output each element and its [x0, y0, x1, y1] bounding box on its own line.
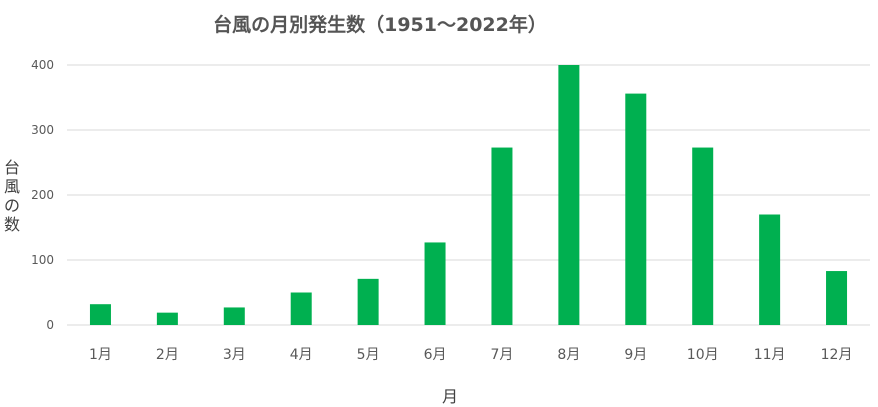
bar-12	[826, 271, 848, 325]
bar-3	[223, 307, 245, 325]
y-tick-label: 100	[31, 253, 54, 267]
x-tick-label: 11月	[754, 347, 786, 363]
x-tick-label: 8月	[557, 347, 580, 363]
x-tick-label: 5月	[357, 347, 380, 363]
bar-4	[290, 292, 312, 325]
x-tick-label: 1月	[89, 347, 112, 363]
y-axis-label: 台風の数	[3, 158, 20, 234]
bar-1	[89, 304, 111, 325]
bar-6	[424, 242, 446, 325]
x-tick-label: 9月	[624, 347, 647, 363]
y-tick-label: 300	[31, 123, 54, 137]
x-tick-label: 4月	[290, 347, 313, 363]
y-tick-label: 400	[31, 58, 54, 72]
chart-title: 台風の月別発生数（1951〜2022年）	[213, 14, 547, 36]
x-tick-label: 12月	[821, 347, 853, 363]
y-tick-label: 200	[31, 188, 54, 202]
x-tick-label: 7月	[490, 347, 513, 363]
bar-2	[156, 312, 178, 325]
x-tick-label: 2月	[156, 347, 179, 363]
x-axis-label: 月	[441, 387, 458, 406]
x-tick-label: 3月	[223, 347, 246, 363]
bar-7	[491, 147, 513, 325]
y-tick-label: 0	[46, 318, 54, 332]
x-tick-label: 6月	[424, 347, 447, 363]
bar-8	[558, 65, 580, 325]
bar-9	[625, 93, 647, 325]
x-tick-label: 10月	[687, 347, 719, 363]
bar-10	[692, 147, 714, 325]
bar-11	[759, 214, 781, 325]
bar-5	[357, 278, 379, 325]
